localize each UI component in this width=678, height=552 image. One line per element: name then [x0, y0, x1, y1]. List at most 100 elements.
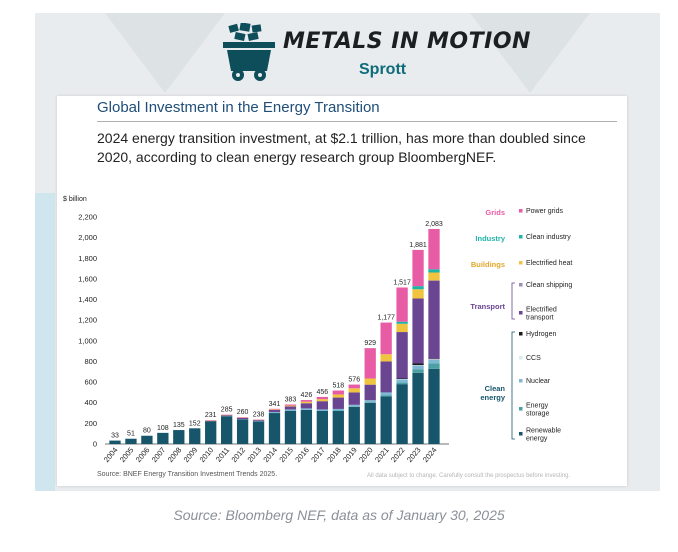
bar-segment: [236, 419, 249, 444]
bar-total-label: 33: [111, 433, 119, 440]
bar-segment: [332, 410, 344, 444]
bar-segment: [348, 406, 360, 407]
x-tick-label: 2012: [230, 446, 248, 465]
slide: Global Investment in the Energy Transiti…: [57, 96, 627, 486]
bar-segment: [364, 402, 376, 444]
bar-segment: [300, 400, 313, 402]
legend-label: Clean shipping: [526, 282, 572, 289]
x-tick-label: 2013: [245, 446, 263, 465]
x-tick-label: 2015: [277, 446, 295, 465]
legend-group-label: Grids: [485, 208, 505, 217]
bar-segment: [316, 409, 328, 411]
bar-segment: [332, 397, 344, 409]
x-tick-label: 2016: [293, 446, 311, 465]
x-tick-label: 2021: [373, 446, 391, 465]
bar-segment: [268, 412, 281, 414]
legend-swatch: [519, 209, 523, 213]
bar-segment: [428, 368, 440, 444]
bar-segment: [268, 408, 281, 410]
bar-segment: [284, 410, 297, 444]
bar-total-label: 1,177: [377, 315, 395, 322]
legend-group-label: energy: [480, 393, 505, 402]
y-tick-label: 2,200: [78, 213, 97, 222]
legend-label: Energy storage: [526, 403, 549, 418]
y-tick-label: 1,800: [78, 254, 97, 263]
bar-total-label: 231: [205, 412, 217, 419]
legend-swatch: [519, 407, 523, 411]
bar-segment: [396, 379, 408, 383]
x-tick-label: 2006: [134, 446, 152, 465]
title-divider: [97, 121, 617, 122]
bar-segment: [268, 409, 281, 410]
header: METALS IN MOTION Sprott: [35, 13, 660, 95]
legend-swatch: [519, 283, 523, 287]
bar-total-label: 456: [317, 389, 329, 396]
bar-total-label: 80: [143, 428, 151, 435]
bar-segment: [428, 359, 440, 360]
bar-segment: [173, 430, 185, 444]
x-tick-label: 2022: [389, 446, 407, 465]
logo-title: METALS IN MOTION: [283, 29, 531, 54]
mine-cart-icon: [223, 23, 275, 81]
bar-segment: [396, 332, 408, 379]
legend-bracket-clean-energy: [511, 331, 515, 440]
bar-segment: [316, 410, 328, 444]
bar-segment: [428, 269, 440, 273]
bar-segment: [205, 420, 217, 422]
bar-segment: [396, 321, 408, 324]
background-strip: [35, 193, 55, 491]
bar-segment: [252, 419, 265, 421]
bar-segment: [364, 400, 376, 403]
bar-segment: [205, 421, 217, 444]
bar-total-label: 341: [269, 401, 281, 408]
bar-total-label: 2,083: [425, 221, 443, 228]
legend-label: Electrified heat: [526, 260, 572, 267]
legend-label: Nuclear: [526, 378, 551, 385]
legend-group-label: Transport: [470, 302, 505, 311]
x-tick-label: 2005: [118, 446, 136, 465]
bar-segment: [380, 392, 392, 396]
x-tick-label: 2018: [325, 446, 343, 465]
bar-segment: [396, 382, 408, 385]
x-tick-label: 2023: [405, 446, 423, 465]
screenshot-frame: METALS IN MOTION Sprott Global Investmen…: [35, 13, 660, 491]
bar-segment: [332, 394, 344, 398]
y-tick-label: 1,000: [78, 336, 97, 345]
y-axis-label: $ billion: [63, 196, 87, 203]
bar-segment: [396, 378, 408, 379]
bar-total-label: 1,881: [409, 242, 427, 249]
legend-group-label: Industry: [475, 234, 505, 243]
y-tick-label: 1,200: [78, 316, 97, 325]
bar-total-label: 152: [189, 420, 201, 427]
bar-segment: [380, 354, 392, 362]
background-shape-left: [105, 13, 225, 93]
bar-total-label: 518: [332, 383, 344, 390]
bar-segment: [380, 361, 392, 393]
legend-swatch: [519, 235, 523, 239]
bar-segment: [268, 413, 281, 444]
bar-segment: [284, 405, 297, 407]
bar-segment: [348, 384, 360, 389]
bar-segment: [236, 417, 249, 420]
bar-total-label: 929: [364, 340, 376, 347]
bar-segment: [396, 378, 408, 380]
legend-label: Electrified transport: [526, 307, 557, 322]
x-tick-label: 2017: [309, 446, 327, 465]
bar-segment: [284, 404, 297, 406]
bar-segment: [412, 298, 424, 364]
x-tick-label: 2024: [421, 446, 439, 465]
slide-subtitle: 2024 energy transition investment, at $2…: [97, 130, 586, 165]
bar-segment: [236, 417, 249, 418]
bar-total-label: 135: [173, 422, 185, 429]
bar-segment: [316, 401, 328, 410]
bar-segment: [412, 365, 424, 366]
x-tick-label: 2011: [214, 446, 231, 464]
bar-segment: [157, 432, 169, 444]
bar-total-label: 260: [237, 409, 249, 416]
bar-segment: [300, 409, 313, 444]
bar-segment: [332, 390, 344, 395]
x-tick-label: 2008: [166, 446, 184, 465]
legend-swatch: [519, 356, 523, 360]
bar-segment: [300, 408, 313, 410]
bar-segment: [252, 421, 265, 444]
